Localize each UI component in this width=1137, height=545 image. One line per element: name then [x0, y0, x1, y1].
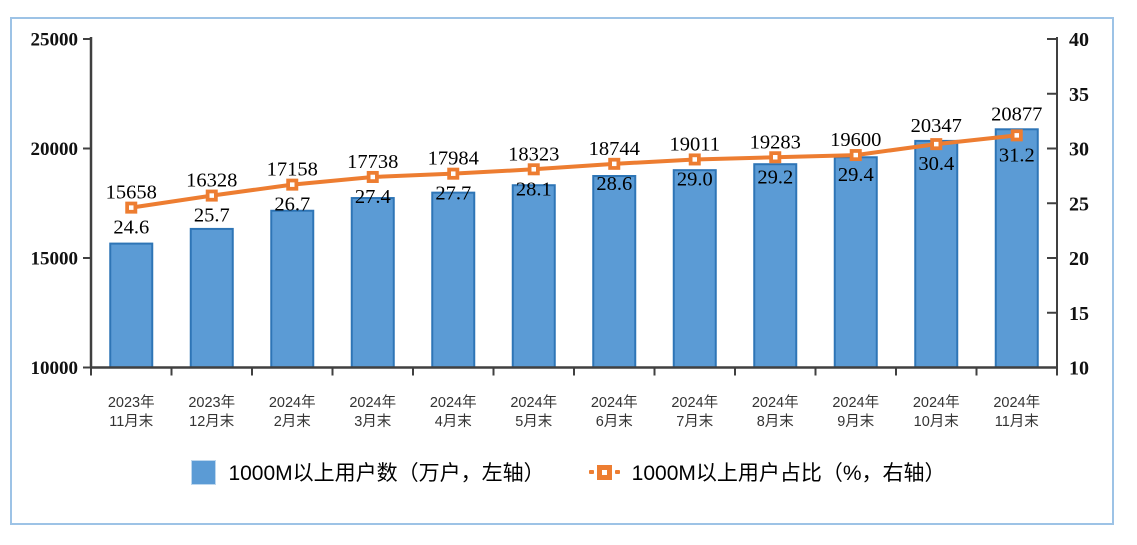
bar-series-swatch-icon [191, 459, 217, 485]
category-label-line1: 2024年 [913, 394, 960, 411]
category-label-line1: 2024年 [349, 394, 396, 411]
bar-value-label: 15658 [106, 182, 157, 204]
bar-value-label: 19011 [670, 133, 721, 155]
bar [914, 139, 959, 369]
bar [833, 156, 878, 369]
right-axis-tick-label: 10 [1069, 358, 1089, 380]
ratio-line [130, 133, 1017, 210]
ratio-value-label: 30.4 [918, 153, 954, 175]
line-point-marker-center [451, 171, 456, 176]
bar-value-label: 17738 [347, 151, 398, 173]
left-axis-tick-label: 20000 [31, 139, 79, 160]
left-axis-tick-label: 15000 [31, 249, 79, 270]
bar [592, 175, 637, 369]
ratio-value-label: 27.4 [355, 186, 391, 208]
ratio-value-label: 28.6 [596, 173, 632, 195]
ratio-value-label: 29.4 [838, 164, 874, 186]
chart-legend: 1000M以上用户数（万户，左轴） 1000M以上用户占比（%，右轴） [0, 457, 1137, 487]
bar-value-label: 16328 [186, 170, 237, 192]
category-label-line1: 2024年 [510, 394, 557, 411]
bar-value-label: 17984 [428, 148, 479, 170]
line-point-marker-center [290, 182, 295, 187]
ratio-value-label: 24.6 [113, 217, 149, 239]
category-label-line1: 2023年 [108, 394, 155, 411]
bar-value-label: 18744 [589, 138, 640, 160]
line-point-marker-center [209, 193, 214, 198]
right-axis-tick-label: 15 [1069, 303, 1089, 325]
right-axis-tick-label: 20 [1069, 248, 1089, 270]
line-point-marker-center [370, 174, 375, 180]
category-label-line1: 2024年 [430, 394, 477, 411]
bar [753, 163, 798, 369]
bar-value-label: 20877 [991, 103, 1042, 125]
ratio-value-label: 28.1 [516, 178, 552, 200]
line-point-marker-center [531, 167, 536, 172]
category-label-line1: 2024年 [269, 394, 316, 411]
line-point-marker-center [612, 161, 617, 167]
category-label-line2: 9月末 [837, 413, 875, 430]
left-axis-tick-label: 10000 [31, 358, 79, 379]
right-axis-tick-label: 25 [1069, 193, 1089, 215]
bar [109, 242, 154, 369]
category-label-line1: 2024年 [832, 394, 879, 411]
left-axis-tick-label: 25000 [31, 30, 79, 51]
legend-item: 1000M以上用户占比（%，右轴） [588, 457, 946, 487]
bar [270, 209, 315, 369]
ratio-value-label: 31.2 [999, 144, 1035, 166]
ratio-value-label: 29.0 [677, 168, 713, 190]
category-label-line1: 2023年 [188, 394, 235, 411]
bar-value-label: 19600 [830, 129, 881, 151]
category-label-line2: 10月末 [914, 413, 960, 430]
line-series-marker-icon [588, 464, 620, 480]
bar [431, 191, 476, 369]
line-point-marker-center [934, 141, 939, 147]
category-label-line1: 2024年 [993, 394, 1040, 411]
category-label-line1: 2024年 [671, 394, 718, 411]
category-label-line1: 2024年 [591, 394, 638, 411]
category-label-line2: 6月末 [596, 413, 634, 430]
bar [189, 227, 234, 369]
bar-value-label: 20347 [911, 115, 962, 137]
bar [350, 197, 395, 369]
category-label-line2: 3月末 [354, 413, 392, 430]
ratio-value-label: 29.2 [757, 166, 793, 188]
category-label-line2: 5月末 [515, 413, 553, 430]
line-point-marker-center [692, 157, 697, 162]
category-label-line2: 7月末 [676, 413, 714, 430]
legend-label: 1000M以上用户数（万户，左轴） [228, 462, 545, 485]
right-axis-tick-label: 40 [1069, 29, 1089, 51]
category-label-line2: 2月末 [274, 413, 312, 430]
legend-item: 1000M以上用户数（万户，左轴） [191, 457, 545, 487]
bar [511, 184, 556, 369]
line-point-marker-center [1014, 133, 1019, 138]
bar-value-label: 18323 [508, 143, 559, 165]
category-label-line1: 2024年 [752, 394, 799, 411]
line-point-marker-center [129, 205, 134, 210]
right-axis-tick-label: 30 [1069, 139, 1089, 161]
legend-label: 1000M以上用户占比（%，右轴） [631, 462, 946, 485]
ratio-value-label: 26.7 [274, 194, 310, 216]
category-label-line2: 11月末 [109, 413, 154, 430]
bar-value-label: 17158 [267, 159, 318, 181]
bar-value-label: 19283 [750, 131, 801, 153]
ratio-value-label: 27.7 [435, 183, 471, 205]
line-point-marker-center [853, 152, 858, 158]
ratio-value-label: 25.7 [194, 205, 230, 227]
category-label-line2: 11月末 [995, 413, 1040, 430]
right-axis-tick-label: 35 [1069, 84, 1089, 106]
category-label-line2: 4月末 [435, 413, 473, 430]
category-label-line2: 12月末 [189, 413, 235, 430]
line-point-marker-center [773, 155, 778, 160]
bar [672, 169, 717, 369]
category-label-line2: 8月末 [757, 413, 795, 430]
